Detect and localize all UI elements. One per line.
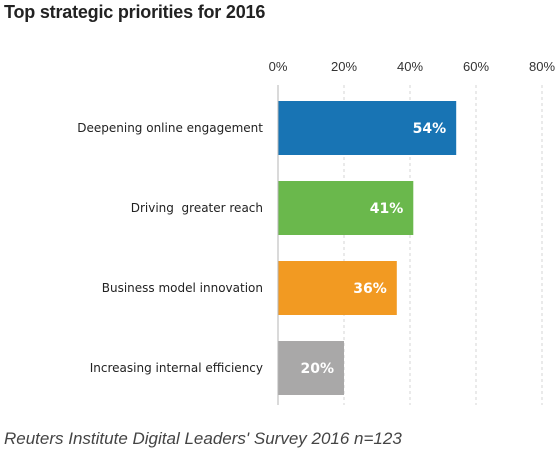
x-axis-ticks: 0% 20% 40% 60% 80% bbox=[269, 59, 556, 74]
bar bbox=[278, 341, 344, 395]
tick-label: 60% bbox=[463, 59, 489, 74]
source-note: Reuters Institute Digital Leaders' Surve… bbox=[4, 429, 402, 448]
bars bbox=[278, 101, 457, 395]
tick-label: 40% bbox=[397, 59, 423, 74]
value-label: 20% bbox=[300, 361, 334, 377]
value-label: 36% bbox=[353, 281, 387, 297]
category-label: Business model innovation bbox=[102, 281, 263, 295]
value-labels: 54% 41% 36% 20% bbox=[300, 121, 446, 377]
category-label: Driving greater reach bbox=[131, 201, 263, 215]
bar bbox=[278, 101, 457, 155]
tick-label: 0% bbox=[269, 59, 288, 74]
category-labels: Deepening online engagement Driving great… bbox=[77, 121, 263, 375]
category-label: Increasing internal efficiency bbox=[90, 361, 263, 375]
tick-label: 20% bbox=[331, 59, 357, 74]
bar bbox=[278, 261, 397, 315]
category-label: Deepening online engagement bbox=[77, 121, 263, 135]
chart-title: Top strategic priorities for 2016 bbox=[4, 2, 266, 22]
bar bbox=[278, 181, 414, 235]
tick-label: 80% bbox=[529, 59, 555, 74]
value-label: 54% bbox=[413, 121, 447, 137]
value-label: 41% bbox=[370, 201, 404, 217]
